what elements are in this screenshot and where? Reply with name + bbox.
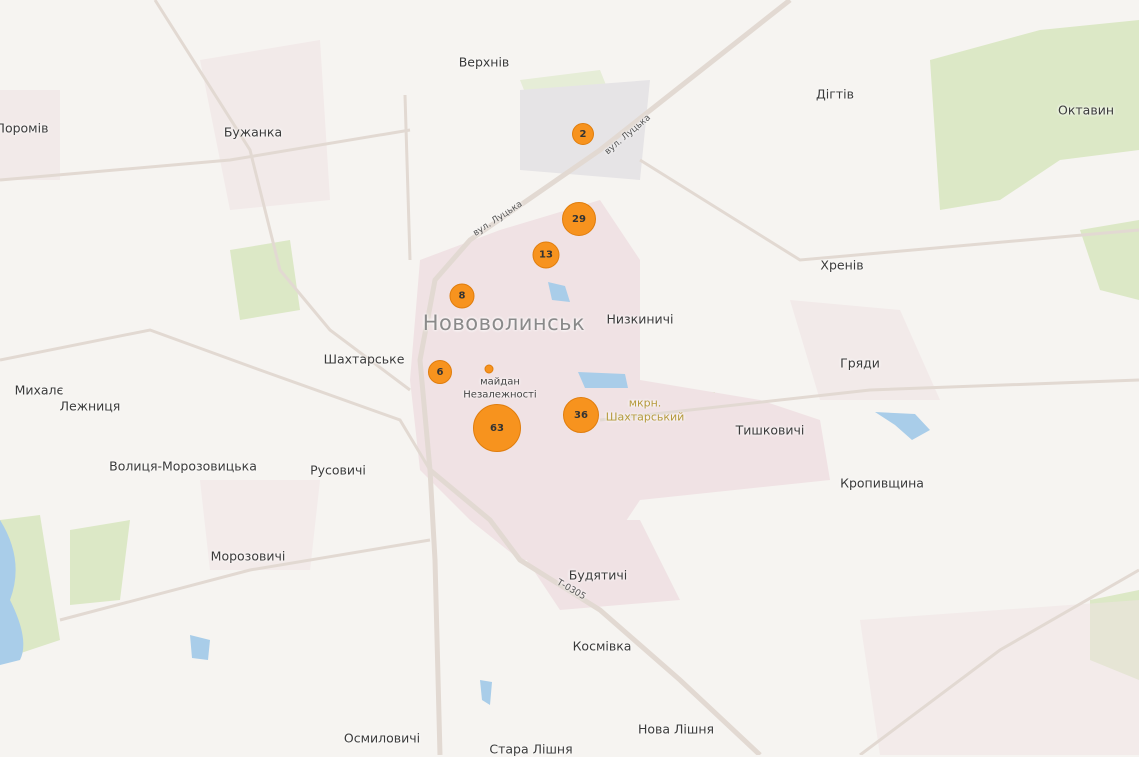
place-label: Волиця-Морозовицька	[109, 458, 257, 474]
place-label: Лежниця	[59, 398, 121, 414]
place-label: Октавин	[1058, 102, 1114, 118]
place-label: Осмиловичі	[343, 730, 421, 746]
square-label: майдан	[480, 376, 520, 388]
place-label: Михалє	[14, 382, 64, 398]
place-label: Шахтарське	[323, 351, 405, 367]
cluster-marker[interactable]: 2	[572, 123, 594, 145]
place-label: Морозовичі	[210, 548, 286, 564]
place-label: Русовичі	[310, 462, 366, 478]
city-label: Нововолинськ	[422, 311, 586, 335]
cluster-marker[interactable]: 13	[532, 241, 560, 269]
place-label: Гряди	[840, 355, 880, 371]
place-label: Тишковичі	[735, 422, 805, 438]
square-label: Незалежності	[463, 389, 537, 401]
cluster-marker[interactable]: 63	[473, 404, 521, 452]
place-label: Бужанка	[223, 124, 283, 140]
cluster-marker[interactable]: 8	[449, 283, 475, 309]
place-label: Стара Лішня	[489, 741, 573, 757]
place-label: Хренів	[820, 257, 864, 273]
cluster-marker[interactable]: 36	[563, 397, 599, 433]
place-label: Нова Лішня	[637, 721, 715, 737]
place-label: Космівка	[572, 638, 632, 654]
water	[0, 282, 930, 705]
district-label: Шахтарський	[605, 410, 685, 424]
place-label: Верхнів	[458, 54, 510, 70]
place-label: Поромів	[0, 120, 49, 136]
district-label: мкрн.	[628, 396, 662, 410]
cluster-marker[interactable]: 6	[428, 360, 452, 384]
place-label: Кропивщина	[840, 475, 924, 491]
place-label: Низкиничі	[606, 311, 674, 327]
single-marker[interactable]	[484, 364, 494, 374]
place-label: Будятичі	[568, 567, 628, 583]
cluster-marker[interactable]: 29	[562, 202, 596, 236]
place-label: Дігтів	[816, 86, 854, 102]
